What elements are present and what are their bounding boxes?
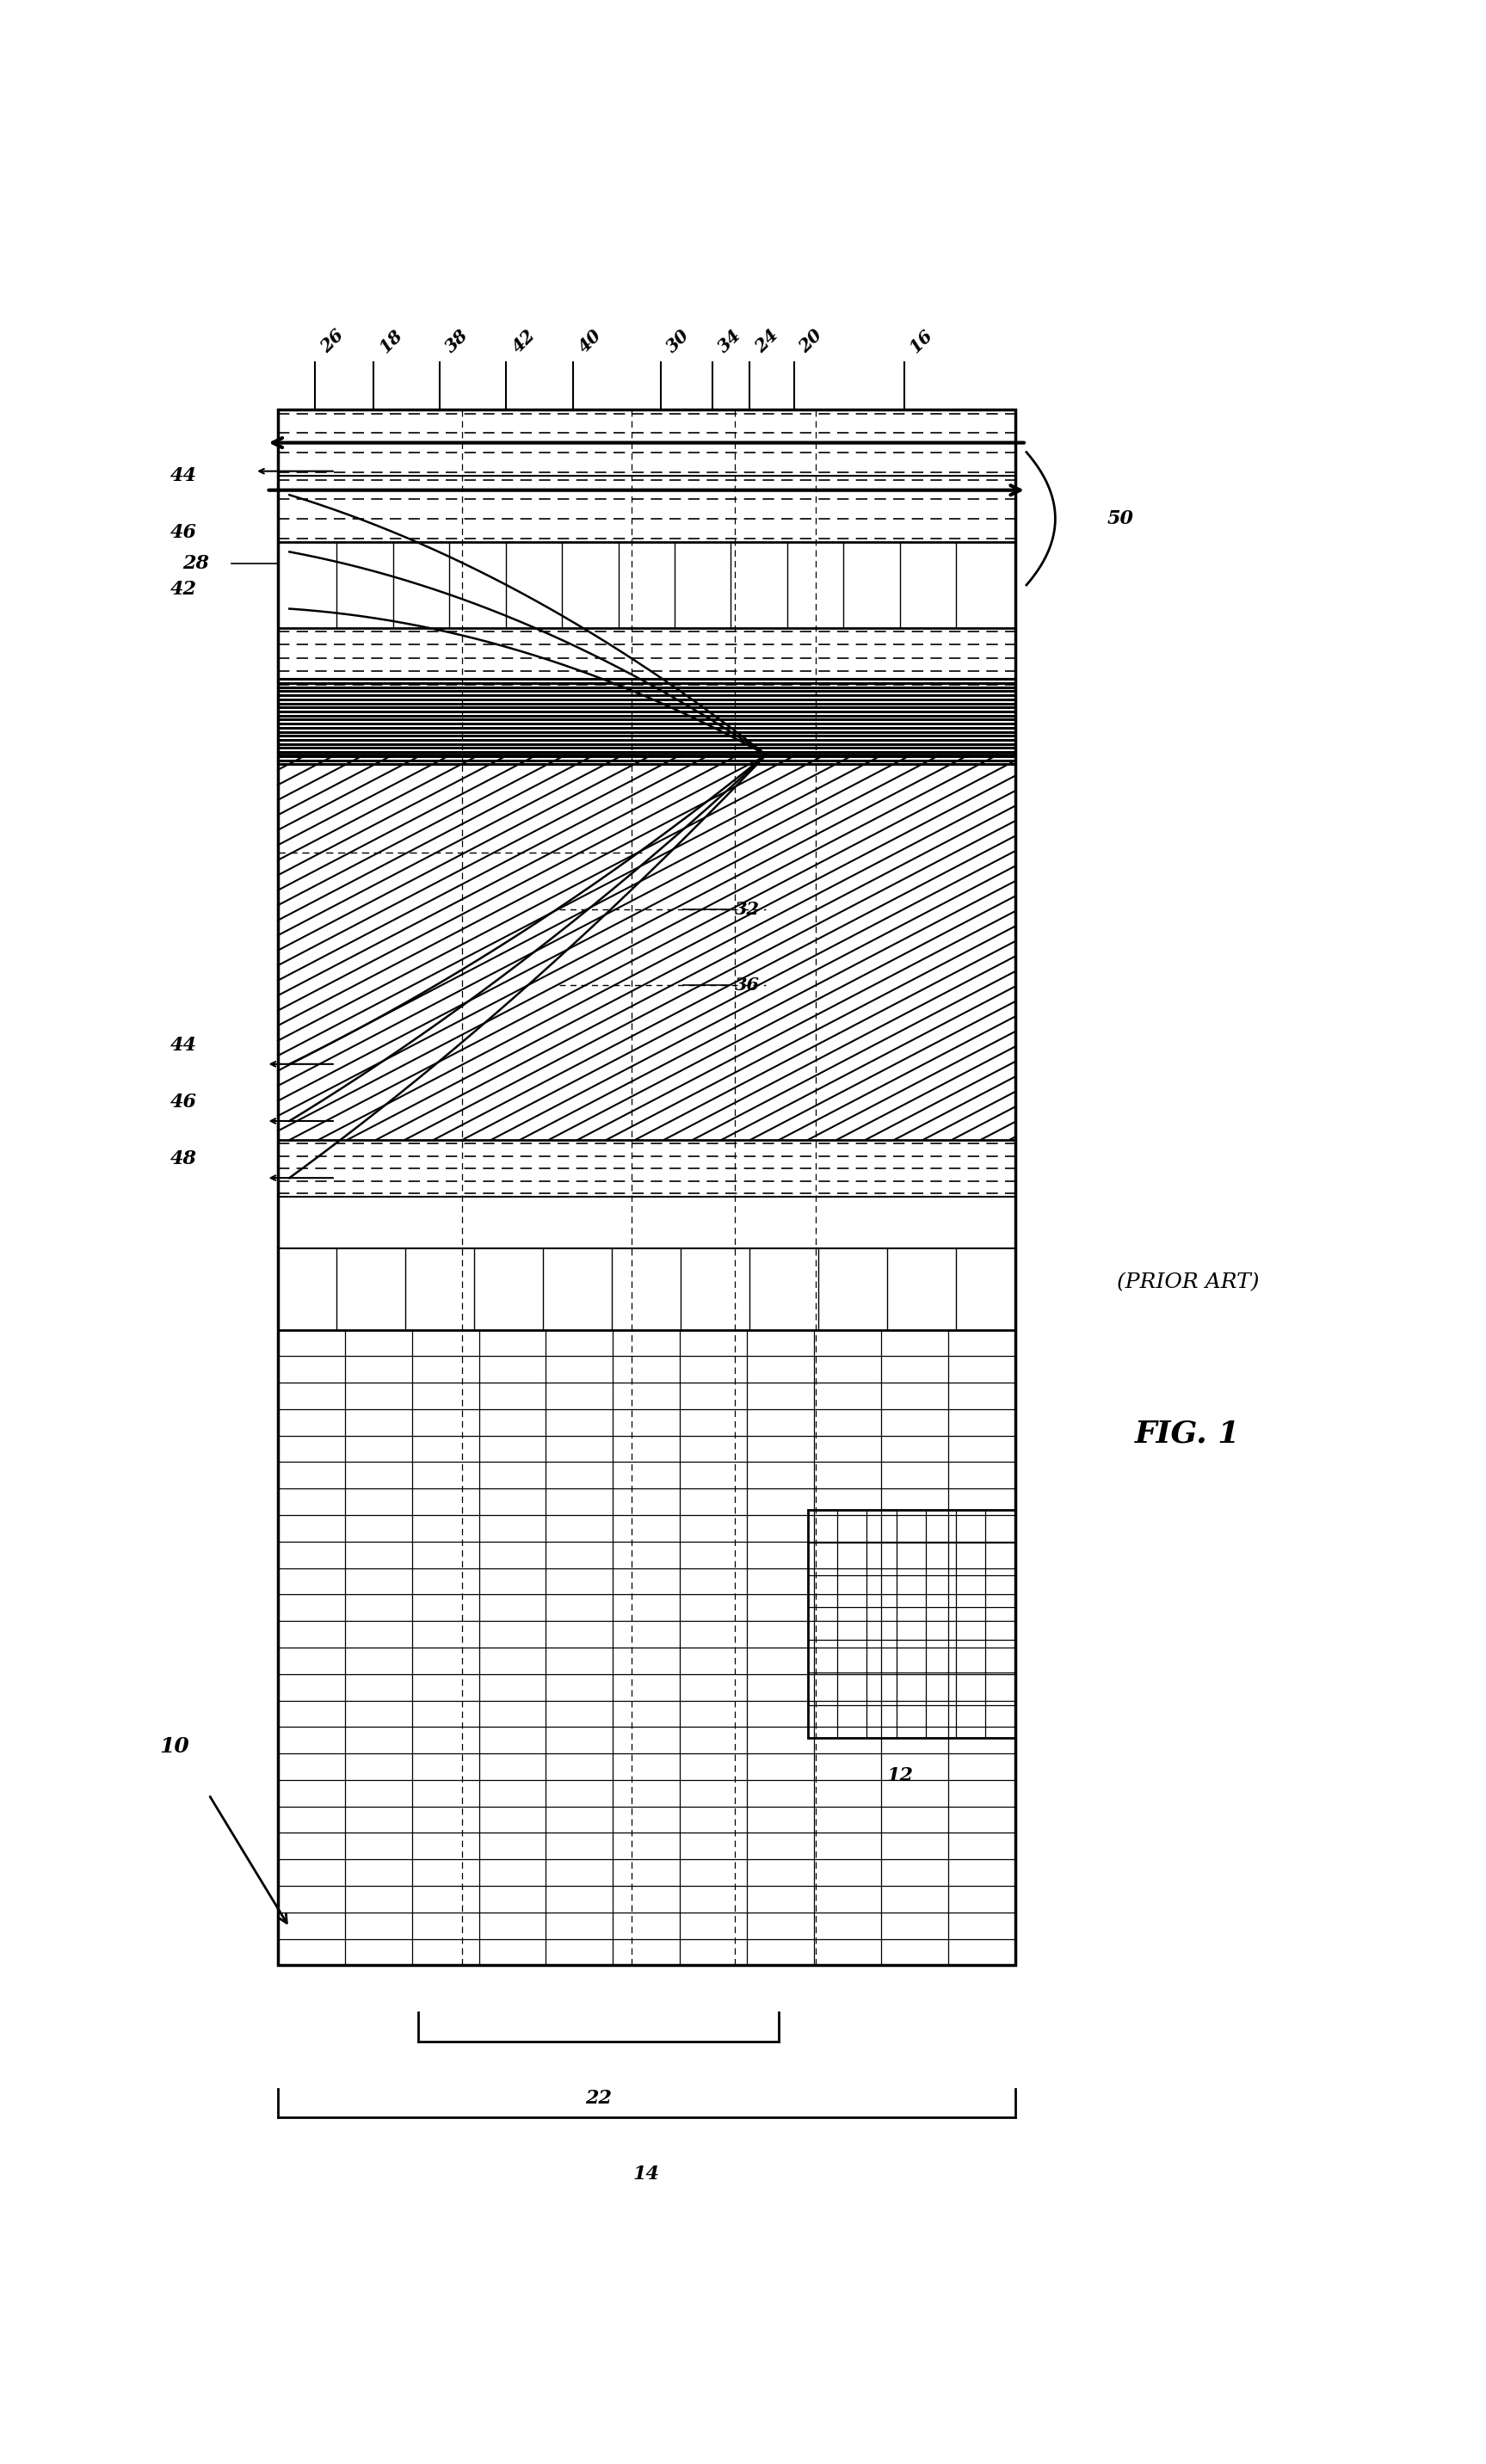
Text: 48: 48 <box>171 1151 198 1168</box>
Text: 42: 42 <box>171 582 198 599</box>
Bar <box>808 1510 1015 1737</box>
Text: 46: 46 <box>171 522 198 542</box>
Text: 50: 50 <box>1107 510 1134 527</box>
Text: 18: 18 <box>376 328 406 357</box>
Text: 40: 40 <box>575 328 605 357</box>
Text: 26: 26 <box>317 328 346 357</box>
Text: 44: 44 <box>171 1035 198 1055</box>
Text: 38: 38 <box>443 328 473 357</box>
Text: 42: 42 <box>508 328 538 357</box>
Text: 28: 28 <box>183 554 208 572</box>
Text: 12: 12 <box>887 1767 912 1784</box>
Text: 16: 16 <box>906 328 936 357</box>
Bar <box>278 409 1015 1966</box>
Text: 46: 46 <box>171 1092 198 1111</box>
Text: 10: 10 <box>159 1737 189 1757</box>
Text: 44: 44 <box>171 466 198 485</box>
Text: 22: 22 <box>585 2089 612 2107</box>
Text: 24: 24 <box>752 328 782 357</box>
Text: 36: 36 <box>736 976 759 993</box>
Text: FIG. 1: FIG. 1 <box>1135 1419 1241 1449</box>
Text: 20: 20 <box>796 328 826 357</box>
Text: 30: 30 <box>663 328 694 357</box>
Text: 14: 14 <box>633 2163 660 2183</box>
Text: 34: 34 <box>715 328 744 357</box>
Text: 32: 32 <box>736 902 759 919</box>
Text: (PRIOR ART): (PRIOR ART) <box>1116 1271 1259 1291</box>
